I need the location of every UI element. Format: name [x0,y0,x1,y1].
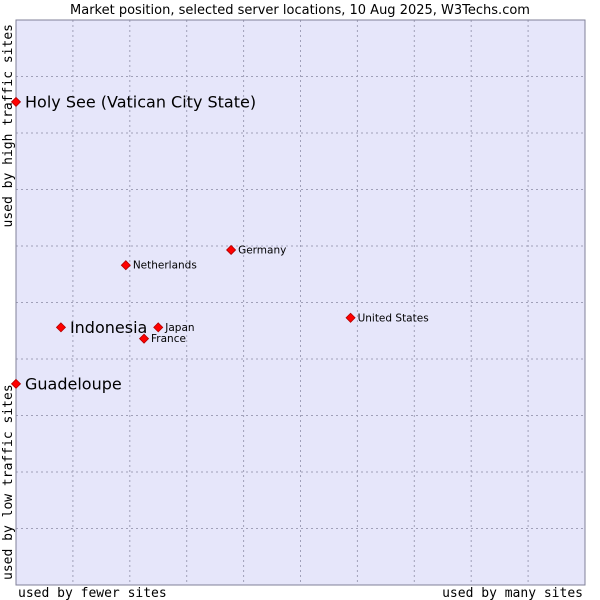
point-label: France [151,333,186,345]
point-united-states: United States [345,312,429,324]
point-holy-see-vatican-city-state: Holy See (Vatican City State) [10,92,256,111]
point-marker [226,244,237,256]
point-france: France [138,333,186,345]
point-marker [10,378,22,389]
point-label: Holy See (Vatican City State) [25,92,256,111]
point-indonesia: Indonesia [55,318,147,337]
chart-title: Market position, selected server locatio… [70,3,530,18]
point-label: Germany [238,244,286,256]
point-marker [153,322,164,333]
point-marker [120,260,131,271]
point-label: Netherlands [133,260,197,272]
plot-border [15,19,586,586]
data-points: Holy See (Vatican City State) Germany Neth… [10,92,429,393]
point-label: Japan [164,322,194,334]
point-marker [345,312,356,323]
point-germany: Germany [226,244,286,256]
point-japan: Japan [153,322,195,334]
grid-lines [16,20,585,585]
x-axis-label-high: used by many sites [442,586,583,600]
x-axis-label-low: used by fewer sites [18,586,167,600]
point-marker [55,322,67,333]
point-marker [138,333,150,344]
point-label: Guadeloupe [25,374,122,393]
point-label: Indonesia [70,318,147,337]
point-marker [10,96,22,107]
y-axis-label-low: used by low traffic sites [1,384,16,580]
point-label: United States [358,312,429,324]
point-guadeloupe: Guadeloupe [10,374,122,393]
y-axis-label-high: used by high traffic sites [1,24,16,228]
point-netherlands: Netherlands [120,260,197,272]
